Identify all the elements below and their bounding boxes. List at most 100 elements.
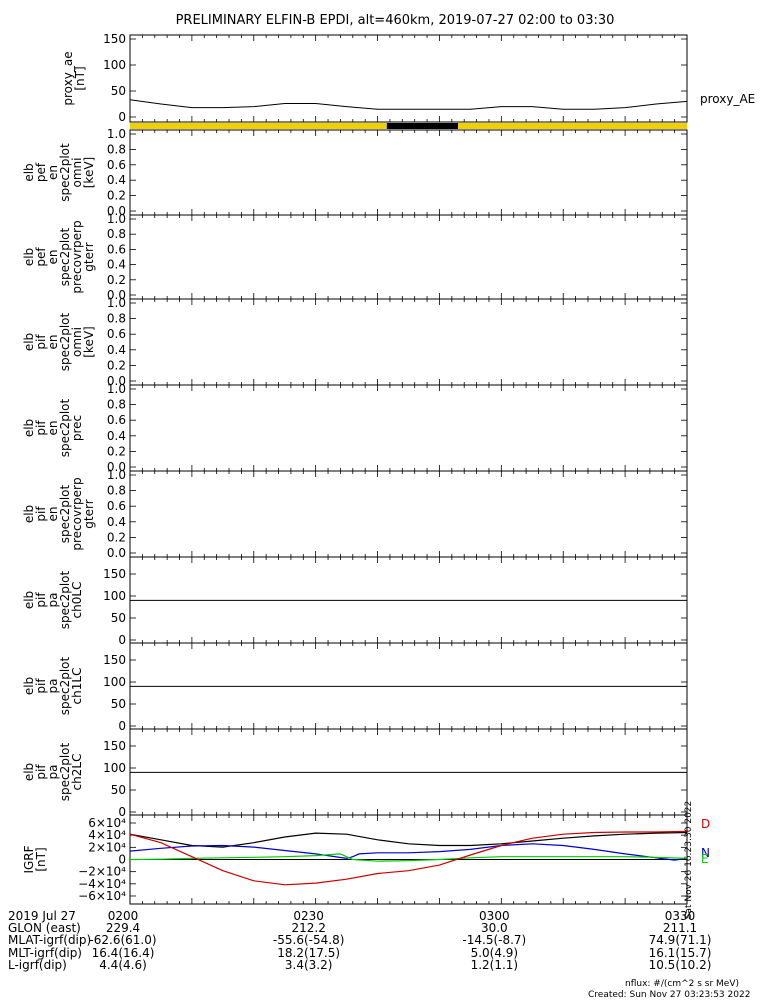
y-axis-label: [nT] (73, 66, 87, 90)
y-tick-label: 150 (103, 32, 126, 46)
y-tick-label: 1.0 (107, 296, 126, 310)
y-axis-label: pif (34, 592, 48, 608)
y-axis-label: spec2plot (58, 570, 72, 629)
y-tick-label: 0.4 (107, 515, 126, 529)
y-axis-label: elb (22, 248, 36, 266)
footer-value: -55.6(-54.8) (273, 933, 344, 947)
y-tick-label: 0 (118, 633, 126, 647)
y-tick-label: 0.8 (107, 142, 126, 156)
y-tick-label: 1.0 (107, 127, 126, 141)
footer-value: 5.0(4.9) (471, 946, 519, 960)
panel-frame (129, 214, 688, 300)
y-axis-label: spec2plot (58, 227, 72, 286)
y-axis-label: pif (34, 420, 48, 436)
y-tick-label: 0.8 (107, 484, 126, 498)
y-axis-label: [nT] (34, 847, 48, 871)
footer-value: 211.1 (663, 921, 697, 935)
y-axis-label: elb (22, 591, 36, 609)
y-tick-label: 0.4 (107, 258, 126, 272)
footer-value: 0300 (479, 909, 510, 923)
y-tick-label: 50 (111, 783, 126, 797)
y-tick-label: 0.0 (107, 374, 126, 388)
panel-frame (129, 34, 688, 123)
created-stamp: Created: Sun Nov 27 03:23:53 2022 (588, 990, 750, 1000)
footer-value: 18.2(17.5) (277, 946, 340, 960)
panel-frame (129, 298, 688, 386)
y-axis-label: elb (22, 677, 36, 695)
panel-elb_pif_perp: 1.0 0.80.6 0.40.2 0.0 elbpifenspec2plotpreco… (22, 468, 688, 560)
footer-value: -14.5(-8.7) (462, 933, 526, 947)
y-axis-label: en (46, 421, 60, 436)
y-tick-label: 100 (103, 675, 126, 689)
y-tick-label: 0 (118, 719, 126, 733)
y-tick-label: 0.6 (107, 327, 126, 341)
y-tick-label: 0.0 (107, 546, 126, 560)
right-series-label: proxy_AE (700, 92, 755, 106)
footer-row-label: L-igrf(dip) (8, 958, 67, 972)
y-tick-label: 50 (111, 697, 126, 711)
y-tick-label: 0.0 (107, 288, 126, 302)
y-axis-label: gterr (82, 499, 96, 528)
footer-value: 0230 (293, 909, 324, 923)
footer-row-label: MLAT-igrf(dip) (8, 933, 91, 947)
y-tick-label: 0.8 (107, 227, 126, 241)
y-axis-label: elb (22, 163, 36, 181)
y-tick-label: 0.0 (107, 204, 126, 218)
legend-D: D (701, 817, 710, 831)
y-tick-label: 0 (118, 853, 126, 867)
footer-row-label: 2019 Jul 27 (8, 909, 76, 923)
units-note: nflux: #/(cm^2 s sr MeV) (625, 979, 739, 989)
panel-frame (129, 129, 688, 216)
y-tick-label: 0 (118, 805, 126, 819)
y-tick-label: 100 (103, 761, 126, 775)
y-tick-label: 6×10⁴ (88, 816, 126, 830)
y-tick-label: 150 (103, 739, 126, 753)
y-tick-label: 0.2 (107, 530, 126, 544)
status-bar-segment-yellow (458, 123, 687, 129)
y-tick-label: −2×10⁴ (78, 865, 126, 879)
footer-value: 10.5(10.2) (649, 958, 712, 972)
y-axis-label: precovrperp (70, 477, 84, 550)
footer-value: 30.0 (481, 921, 508, 935)
y-axis-label: precovrperp (70, 220, 84, 293)
y-axis-label: pa (46, 679, 60, 694)
y-axis-label: elb (22, 763, 36, 781)
y-axis-label: prec (70, 415, 84, 441)
y-tick-label: 0.6 (107, 499, 126, 513)
y-axis-label: IGRF (22, 845, 36, 873)
y-axis-label: elb (22, 333, 36, 351)
y-axis-label: pif (34, 764, 48, 780)
y-axis-label: spec2plot (58, 484, 72, 543)
y-tick-label: 0.2 (107, 189, 126, 203)
y-tick-label: 150 (103, 567, 126, 581)
y-tick-label: 0 (118, 110, 126, 124)
proxy-ae-line (129, 99, 688, 110)
y-tick-label: 150 (103, 653, 126, 667)
y-axis-label: ch1LC (70, 668, 84, 705)
panel-elb_pef_omni: 1.00.8 0.60.4 0.20.0 elbpefenspec2plotomni[… (22, 127, 688, 218)
y-tick-label: 100 (103, 58, 126, 72)
y-tick-label: 0.2 (107, 273, 126, 287)
panel-proxy_ae: 150 100 50 0 proxy_ae[nT] proxy_AE (61, 32, 755, 124)
legend-E: E (701, 852, 709, 866)
plot-title: PRELIMINARY ELFIN-B EPDI, alt=460km, 201… (176, 13, 615, 28)
y-tick-label: −4×10⁴ (78, 877, 126, 891)
footer-ephemeris: 2019 Jul 27 0200 0230 0300 0330 GLON (east) 22… (8, 909, 750, 1000)
y-axis-label: [keV] (82, 157, 96, 188)
panel-frame (129, 470, 688, 558)
y-tick-label: 1.0 (107, 382, 126, 396)
y-axis-label: en (46, 335, 60, 350)
y-tick-label: −6×10⁴ (78, 889, 126, 903)
legend-N: N (701, 846, 710, 860)
y-tick-label: 0.4 (107, 343, 126, 357)
y-tick-label: 100 (103, 589, 126, 603)
y-axis-label: elb (22, 419, 36, 437)
footer-value: 16.4(16.4) (92, 946, 155, 960)
y-axis-label: spec2plot (58, 656, 72, 715)
footer-value: 212.2 (291, 921, 325, 935)
footer-value: 0200 (108, 909, 139, 923)
footer-value: 74.9(71.1) (649, 933, 712, 947)
